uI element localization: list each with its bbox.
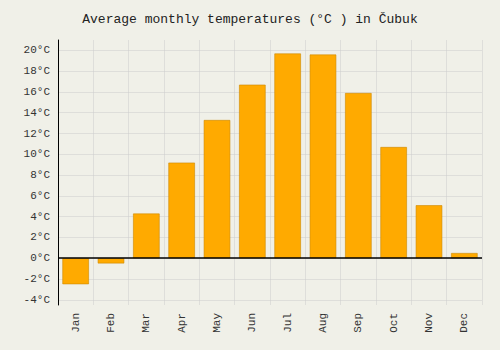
svg-text:16°C: 16°C bbox=[24, 86, 51, 98]
svg-text:0°C: 0°C bbox=[30, 252, 50, 264]
svg-text:Average monthly temperatures (: Average monthly temperatures (°C ) in Ču… bbox=[82, 12, 418, 27]
svg-text:May: May bbox=[211, 313, 223, 333]
svg-text:14°C: 14°C bbox=[24, 107, 51, 119]
svg-text:Aug: Aug bbox=[317, 313, 329, 333]
svg-text:2°C: 2°C bbox=[30, 231, 50, 243]
svg-text:10°C: 10°C bbox=[24, 148, 51, 160]
svg-text:Jul: Jul bbox=[282, 313, 294, 333]
svg-text:-4°C: -4°C bbox=[24, 294, 51, 306]
svg-text:Nov: Nov bbox=[423, 313, 435, 333]
svg-text:6°C: 6°C bbox=[30, 190, 50, 202]
svg-text:Apr: Apr bbox=[176, 313, 188, 333]
svg-text:18°C: 18°C bbox=[24, 65, 51, 77]
svg-text:12°C: 12°C bbox=[24, 128, 51, 140]
svg-text:Jan: Jan bbox=[70, 313, 82, 333]
svg-text:Sep: Sep bbox=[352, 313, 364, 333]
svg-text:20°C: 20°C bbox=[24, 44, 51, 56]
svg-text:-2°C: -2°C bbox=[24, 273, 51, 285]
svg-text:8°C: 8°C bbox=[30, 169, 50, 181]
svg-text:Oct: Oct bbox=[388, 313, 400, 333]
svg-text:Jun: Jun bbox=[246, 313, 258, 333]
svg-text:Dec: Dec bbox=[458, 313, 470, 333]
svg-text:4°C: 4°C bbox=[30, 211, 50, 223]
svg-text:Mar: Mar bbox=[140, 313, 152, 333]
svg-text:Feb: Feb bbox=[105, 313, 117, 333]
